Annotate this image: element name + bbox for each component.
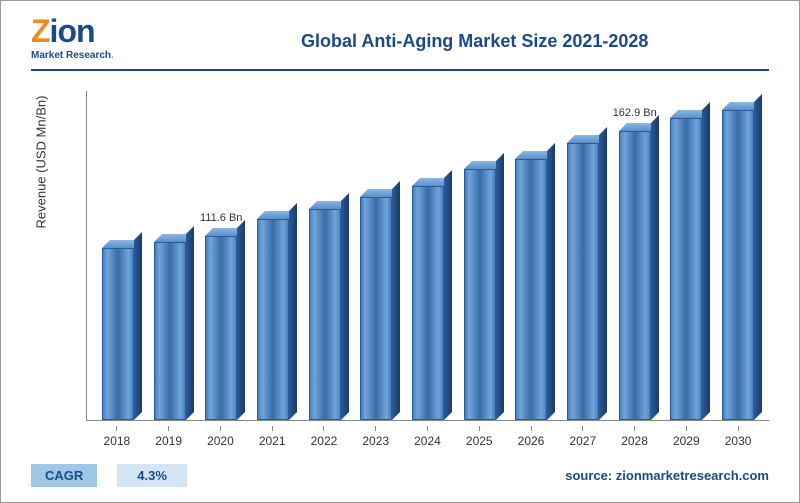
bar-side-face (547, 143, 555, 420)
bar-front-face (360, 197, 392, 420)
bar-2024 (402, 91, 454, 420)
bar-3d (360, 197, 392, 420)
bar-3d (154, 242, 186, 420)
bar-front-face (567, 143, 599, 420)
logo-dot-icon: . (111, 50, 114, 61)
plot-region: 111.6 Bn 162.9 Bn (86, 91, 769, 421)
bar-2022 (299, 91, 351, 420)
bar-side-face (702, 102, 710, 420)
x-tick-2030: 2030 (712, 426, 764, 448)
logo-subtitle: Market Research. (31, 50, 114, 61)
bar-2027 (557, 91, 609, 420)
cagr-label: CAGR (31, 464, 97, 487)
bar-3d (257, 219, 289, 420)
chart-container: Zion Market Research. Global Anti-Aging … (0, 0, 800, 503)
bar-2021 (247, 91, 299, 420)
bar-front-face (154, 242, 186, 420)
bar-2018 (92, 91, 144, 420)
bar-front-face (205, 236, 237, 420)
bar-side-face (341, 193, 349, 420)
bar-front-face (619, 131, 651, 420)
bar-2030 (712, 91, 764, 420)
bar-2026 (506, 91, 558, 420)
bar-front-face (309, 209, 341, 420)
bar-3d (619, 131, 651, 420)
footer: CAGR 4.3% source: zionmarketresearch.com (31, 464, 769, 487)
bar-3d (309, 209, 341, 420)
bar-2025 (454, 91, 506, 420)
x-tick-2027: 2027 (557, 426, 609, 448)
cagr-value: 4.3% (117, 464, 187, 487)
title-underline (31, 69, 769, 71)
bar-2029 (661, 91, 713, 420)
bar-value-label: 162.9 Bn (613, 107, 657, 119)
logo-letters-ion: ion (50, 13, 95, 49)
bar-side-face (496, 153, 504, 420)
x-tick-2024: 2024 (402, 426, 454, 448)
bar-side-face (599, 127, 607, 420)
bar-side-face (237, 220, 245, 420)
bar-front-face (515, 159, 547, 420)
y-axis-label: Revenue (USD Mn/Bn) (34, 96, 49, 229)
bar-side-face (651, 115, 659, 420)
x-tick-2026: 2026 (505, 426, 557, 448)
bar-2023 (350, 91, 402, 420)
x-tick-2022: 2022 (298, 426, 350, 448)
bar-3d (515, 159, 547, 420)
bar-3d (567, 143, 599, 420)
x-tick-2020: 2020 (195, 426, 247, 448)
bar-3d (670, 118, 702, 420)
chart-title: Global Anti-Aging Market Size 2021-2028 (301, 31, 648, 52)
bar-value-label: 111.6 Bn (200, 212, 242, 224)
x-axis: 2018201920202021202220232024202520262027… (86, 426, 769, 448)
bar-2019 (144, 91, 196, 420)
bar-3d (412, 186, 444, 420)
bar-2020: 111.6 Bn (195, 91, 247, 420)
x-tick-2029: 2029 (660, 426, 712, 448)
bar-front-face (257, 219, 289, 420)
chart-area: 111.6 Bn162.9 Bn 20182019202020212022202… (86, 91, 769, 442)
bar-front-face (412, 186, 444, 420)
bars-group: 111.6 Bn 162.9 Bn (87, 91, 769, 420)
bar-front-face (464, 169, 496, 420)
x-tick-2028: 2028 (609, 426, 661, 448)
bar-side-face (754, 94, 762, 420)
logo-text: Zion (31, 13, 114, 50)
bar-side-face (444, 170, 452, 420)
logo-letter-z: Z (31, 13, 50, 49)
x-tick-2023: 2023 (350, 426, 402, 448)
x-tick-2025: 2025 (453, 426, 505, 448)
bar-3d (722, 110, 754, 420)
bar-3d (464, 169, 496, 420)
x-tick-2019: 2019 (143, 426, 195, 448)
logo: Zion Market Research. (31, 13, 114, 61)
bar-front-face (670, 118, 702, 420)
bar-3d (205, 236, 237, 420)
cagr-box: CAGR 4.3% (31, 464, 187, 487)
source-text: source: zionmarketresearch.com (565, 468, 769, 483)
bar-front-face (102, 248, 134, 420)
header: Zion Market Research. Global Anti-Aging … (1, 13, 799, 73)
bar-side-face (186, 226, 194, 420)
bar-side-face (289, 203, 297, 420)
bar-side-face (134, 232, 142, 420)
x-tick-2021: 2021 (246, 426, 298, 448)
bar-3d (102, 248, 134, 420)
x-tick-2018: 2018 (91, 426, 143, 448)
bar-2028: 162.9 Bn (609, 91, 661, 420)
bar-side-face (392, 181, 400, 420)
bar-front-face (722, 110, 754, 420)
